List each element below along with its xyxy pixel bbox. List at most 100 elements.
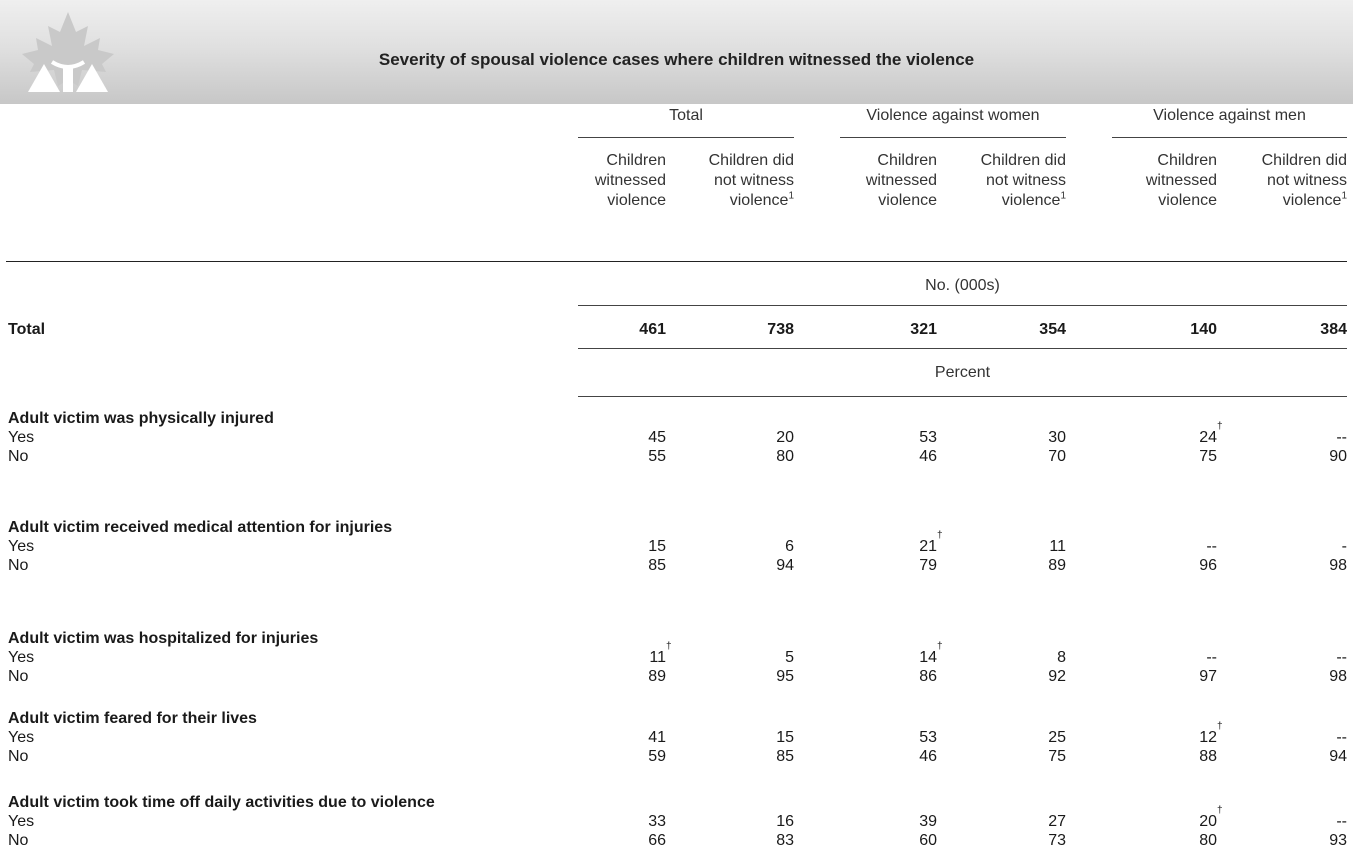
table-cell: 6 — [694, 537, 794, 556]
cell-value: 11 — [1049, 538, 1066, 555]
table-cell: 46 — [837, 747, 937, 766]
cell-value: 73 — [1048, 832, 1066, 849]
table-cell: 39 — [837, 812, 937, 831]
table-cell: 73 — [966, 831, 1066, 850]
table-cell: 16 — [694, 812, 794, 831]
cell-value: 79 — [919, 557, 937, 574]
page-title: Severity of spousal violence cases where… — [378, 50, 975, 69]
section-title: Adult victim was hospitalized for injuri… — [8, 630, 319, 647]
cell-value: 5 — [785, 649, 794, 666]
row-label: No — [8, 668, 29, 685]
subheader-text: violence — [1001, 192, 1061, 209]
table-cell: 20 — [694, 428, 794, 447]
table-cell: 45 — [566, 428, 666, 447]
group-header-total: Total — [578, 106, 794, 126]
row-label: Yes — [8, 729, 35, 746]
total-value: 461 — [639, 321, 666, 338]
section-title: Adult victim received medical attention … — [8, 519, 393, 536]
cell-value: 75 — [1048, 748, 1066, 765]
table-cell: -- — [1117, 537, 1217, 556]
total-value: 738 — [767, 321, 794, 338]
table-cell: 25 — [966, 728, 1066, 747]
cell-value: 95 — [776, 668, 794, 685]
subheader-line: violence — [1158, 192, 1217, 209]
table-cell: 80 — [694, 447, 794, 466]
group-underline-total — [578, 137, 794, 138]
total-value: 321 — [910, 321, 937, 338]
table-cell: 41 — [566, 728, 666, 747]
table-cell: 85 — [566, 556, 666, 575]
cell-value: 83 — [776, 832, 794, 849]
cell-value: 92 — [1048, 668, 1066, 685]
table-cell: 60 — [837, 831, 937, 850]
cell-value: 90 — [1329, 448, 1347, 465]
cell-value: 14 † — [919, 641, 943, 667]
subheader-line: violence1 — [942, 191, 1066, 211]
table-cell: 21 † — [837, 531, 942, 556]
unit-percent-rule — [578, 396, 1347, 397]
cell-value: 66 — [648, 832, 666, 849]
cell-value: 15 — [776, 729, 794, 746]
subheader-line: violence — [878, 192, 937, 209]
cell-value: 24 † — [1199, 421, 1223, 447]
row-label: No — [8, 448, 29, 465]
table-cell: 93 — [1247, 831, 1347, 850]
table-cell: 79 — [837, 556, 937, 575]
cell-value: 8 — [1057, 649, 1066, 666]
cell-value: 30 — [1048, 429, 1066, 446]
table-cell: 5 — [694, 648, 794, 667]
table-cell: 85 — [694, 747, 794, 766]
table-cell: 95 — [694, 667, 794, 686]
group-label: Violence against women — [866, 107, 1040, 124]
subheader-line: Children — [877, 152, 937, 169]
subheader-line: witnessed — [1145, 172, 1217, 189]
table-cell: 94 — [694, 556, 794, 575]
table-cell: 59 — [566, 747, 666, 766]
subheader-line: Children — [1157, 152, 1217, 169]
total-row-rule — [578, 348, 1347, 349]
cell-value: 55 — [648, 448, 666, 465]
row-label: No — [8, 748, 29, 765]
cell-value: 45 — [648, 429, 666, 446]
cell-value: 98 — [1329, 557, 1347, 574]
table-cell: 88 — [1117, 747, 1217, 766]
section-title: Adult victim was physically injured — [8, 410, 274, 427]
group-header-women: Violence against women — [840, 106, 1066, 126]
subheader-line: witnessed — [594, 172, 666, 189]
subheader-line: violence — [607, 192, 666, 209]
cell-value: 59 — [648, 748, 666, 765]
table-cell: 90 — [1247, 447, 1347, 466]
cell-value: -- — [1336, 813, 1347, 830]
row-label: Yes — [8, 649, 35, 666]
table-cell: 24 † — [1117, 421, 1223, 447]
group-label: Violence against men — [1153, 107, 1306, 124]
footnote-marker: 1 — [1060, 190, 1066, 202]
subheader-women-not-witnessed: Children did not witness violence1 — [942, 151, 1066, 211]
subheader-line: violence1 — [670, 191, 794, 211]
header-banner: Severity of spousal violence cases where… — [0, 0, 1353, 104]
group-underline-men — [1112, 137, 1347, 138]
table-cell: 94 — [1247, 747, 1347, 766]
subheader-women-witnessed: Children witnessed violence — [837, 151, 937, 211]
cell-value: 80 — [776, 448, 794, 465]
footnote-marker: 1 — [788, 190, 794, 202]
table-cell: 46 — [837, 447, 937, 466]
unit-count: No. (000s) — [925, 277, 1000, 294]
table-cell: 8 — [966, 648, 1066, 667]
unit-percent: Percent — [934, 364, 991, 381]
table-cell: -- — [1247, 728, 1347, 747]
cell-value: 86 — [919, 668, 937, 685]
header-rule — [6, 261, 1347, 262]
subheader-line: not witness — [1266, 172, 1347, 189]
cell-value: 16 — [776, 813, 794, 830]
table-cell: -- — [1117, 648, 1217, 667]
table-cell: 92 — [966, 667, 1066, 686]
section-title: Adult victim feared for their lives — [8, 710, 257, 727]
row-label: Yes — [8, 538, 35, 555]
cell-value: 33 — [648, 813, 666, 830]
cell-value: -- — [1206, 649, 1217, 666]
table-cell: 53 — [837, 428, 937, 447]
cell-value: 39 — [919, 813, 937, 830]
table-cell: 33 — [566, 812, 666, 831]
cell-value: 80 — [1199, 832, 1217, 849]
